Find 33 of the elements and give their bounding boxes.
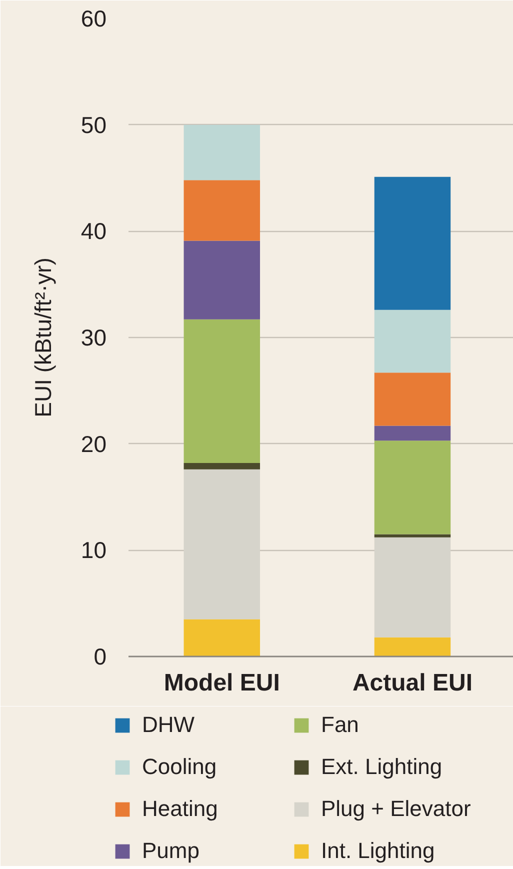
bar bbox=[374, 176, 451, 310]
y-tick-label: 30 bbox=[80, 324, 107, 350]
y-tick-label: 10 bbox=[80, 537, 107, 564]
legend-label: Fan bbox=[321, 712, 360, 738]
bar bbox=[374, 310, 451, 373]
y-tick-label: 40 bbox=[80, 218, 107, 244]
bar bbox=[184, 319, 260, 463]
bar bbox=[374, 534, 451, 538]
bar bbox=[374, 440, 451, 534]
x-tick-label: Model EUI bbox=[164, 670, 280, 696]
bar bbox=[374, 537, 451, 638]
bar bbox=[374, 637, 451, 656]
bar bbox=[184, 124, 260, 180]
bar bbox=[184, 180, 260, 241]
y-tick-label: 50 bbox=[80, 112, 107, 138]
bar bbox=[374, 426, 451, 441]
legend-label: Int. Lighting bbox=[321, 838, 436, 864]
y-tick-label: 20 bbox=[80, 430, 107, 457]
bar bbox=[184, 240, 260, 320]
legend-label: Heating bbox=[142, 796, 219, 822]
y-tick-label: 0 bbox=[94, 644, 107, 670]
y-tick-label: 60 bbox=[80, 6, 107, 32]
bar bbox=[184, 462, 260, 470]
legend-label: DHW bbox=[142, 712, 196, 738]
bar bbox=[374, 372, 451, 426]
bar bbox=[184, 619, 260, 656]
legend-label: Pump bbox=[142, 838, 200, 864]
legend-label: Ext. Lighting bbox=[321, 754, 444, 780]
legend-label: Plug + Elevator bbox=[321, 796, 471, 822]
legend-label: Cooling bbox=[142, 754, 218, 780]
y-axis-title: EUI (kBtu/ft²·yr) bbox=[30, 258, 56, 418]
bar bbox=[184, 469, 260, 620]
x-tick-label: Actual EUI bbox=[352, 670, 473, 696]
